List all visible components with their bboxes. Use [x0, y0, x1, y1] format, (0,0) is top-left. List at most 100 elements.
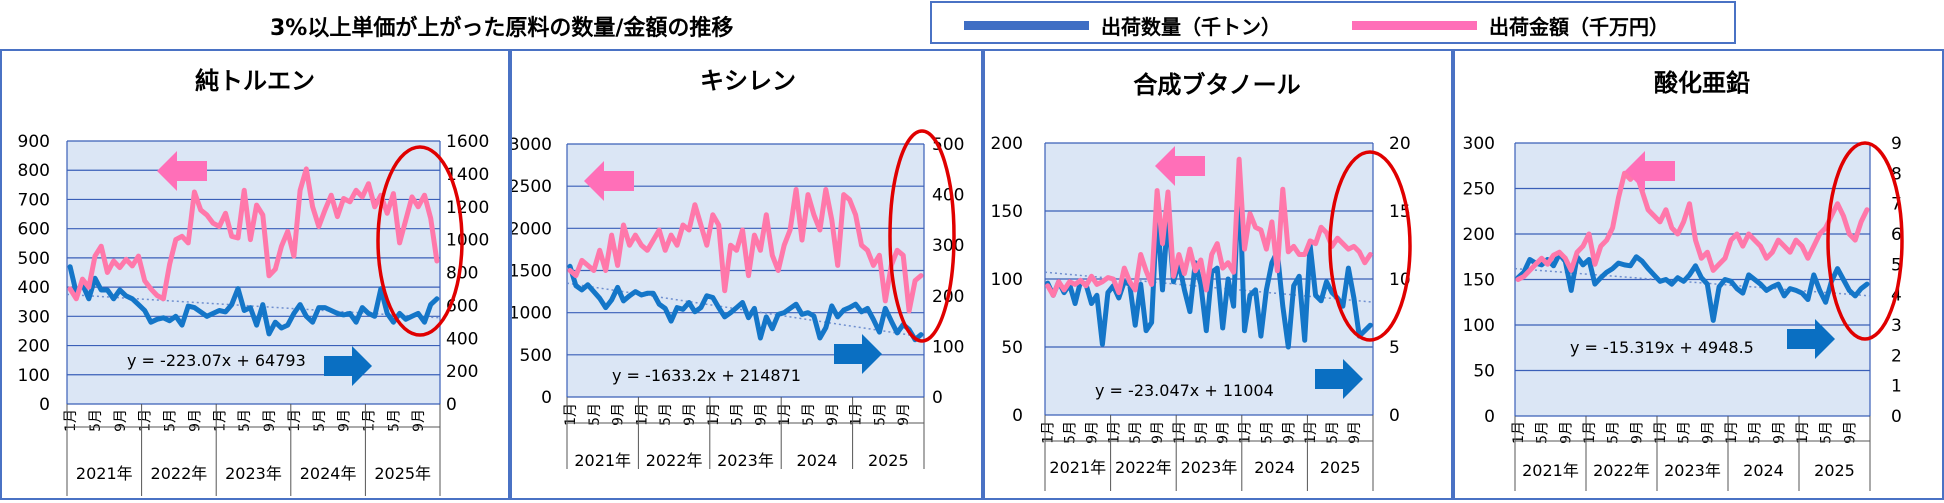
y-right-tick-label: 3 — [1891, 316, 1902, 336]
series-line-amount — [1045, 156, 1373, 298]
y-right-tick-label: 6 — [1891, 225, 1902, 245]
y-right-tick-label: 5 — [1389, 338, 1400, 358]
y-right-tick-label: 600 — [446, 296, 478, 316]
x-month-tick-label: 1月 — [1303, 421, 1319, 444]
trendline-equation: y = -223.07x + 64793 — [127, 351, 306, 370]
x-year-label: 2025 — [1814, 461, 1855, 480]
x-month-tick-label: 5月 — [1325, 421, 1341, 444]
y-left-tick-label: 900 — [18, 132, 50, 152]
y-left-tick-label: 200 — [1463, 225, 1495, 245]
x-month-tick-label: 1月 — [777, 403, 793, 426]
y-left-tick-label: 0 — [39, 395, 50, 415]
y-right-tick-label: 1 — [1891, 377, 1902, 397]
series-line-quantity — [1045, 170, 1373, 350]
x-month-tick-label: 5月 — [1677, 421, 1693, 444]
trendline-equation: y = -23.047x + 11004 — [1095, 381, 1274, 400]
y-right-tick-label: 300 — [932, 236, 964, 256]
highlight-ellipse — [1826, 141, 1904, 341]
trendline-equation: y = -15.319x + 4948.5 — [1570, 338, 1754, 357]
x-month-tick-label: 5月 — [312, 409, 328, 432]
legend-label-quantity: 出荷数量（千トン） — [1101, 15, 1281, 39]
chart-svg: 純トルエン90080070060050040030020010001600140… — [18, 67, 489, 496]
y-left-tick-label: 250 — [1463, 180, 1495, 200]
main-title: 3%以上単価が上がった原料の数量/金額の推移 — [270, 16, 734, 41]
y-right-tick-label: 0 — [1891, 407, 1902, 427]
x-year-label: 2024 — [797, 451, 838, 470]
x-month-tick-label: 1月 — [1724, 421, 1740, 444]
y-right-tick-label: 1400 — [446, 165, 489, 185]
y-left-tick-label: 150 — [1463, 271, 1495, 291]
x-month-tick-label: 9月 — [825, 403, 841, 426]
x-month-tick-label: 9月 — [337, 409, 353, 432]
chart-title: 酸化亜鉛 — [1654, 69, 1750, 97]
x-year-label: 2024年 — [300, 464, 357, 483]
x-month-tick-label: 1月 — [1582, 421, 1598, 444]
y-left-tick-label: 400 — [18, 278, 50, 298]
x-month-tick-label: 1月 — [1795, 421, 1811, 444]
x-year-label: 2022年 — [151, 464, 208, 483]
highlight-ellipse — [1328, 150, 1412, 342]
x-month-tick-label: 5月 — [1748, 421, 1764, 444]
y-right-tick-label: 0 — [1389, 406, 1400, 426]
series-line-amount — [1515, 170, 1870, 282]
y-left-tick-label: 100 — [991, 270, 1023, 290]
x-month-tick-label: 1月 — [63, 409, 79, 432]
x-month-tick-label: 1月 — [849, 403, 865, 426]
x-month-tick-label: 5月 — [872, 403, 888, 426]
x-month-tick-label: 1月 — [1653, 421, 1669, 444]
x-month-tick-label: 9月 — [187, 409, 203, 432]
chart-panel-xylene: キシレン 3000 2500 2000 1500 1000 500 0 500 400 300 200… — [510, 49, 983, 500]
x-month-tick-label: 9月 — [611, 403, 627, 426]
x-month-tick-label: 9月 — [1084, 421, 1100, 444]
x-month-tick-label: 5月 — [587, 403, 603, 426]
x-month-tick-label: 9月 — [1216, 421, 1232, 444]
trendline-equation: y = -1633.2x + 214871 — [612, 366, 801, 385]
chart-panel-zinc-oxide: 酸化亜鉛 300 250 200 150 100 50 0 9 8 7 6 5 4 3 2 1 0 y = -15.… — [1453, 49, 1944, 500]
y-left-tick-label: 300 — [1463, 134, 1495, 154]
highlight-ellipse — [376, 145, 464, 337]
series-line-quantity — [567, 263, 924, 343]
chart-panel-butanol: 合成ブタノール 200 150 100 50 0 20 15 10 5 0 y = -23.047x … — [983, 49, 1453, 500]
x-month-tick-label: 1月 — [287, 409, 303, 432]
x-month-tick-label: 5月 — [1535, 421, 1551, 444]
legend: 出荷数量（千トン） 出荷金額（千万円） — [930, 1, 1736, 44]
x-month-tick-label: 9月 — [896, 403, 912, 426]
x-month-tick-label: 9月 — [1842, 421, 1858, 444]
left-axis-arrow — [584, 161, 634, 201]
series-line-amount — [567, 187, 924, 314]
x-month-tick-label: 5月 — [1259, 421, 1275, 444]
x-year-label: 2021年 — [1049, 458, 1106, 477]
x-year-label: 2023年 — [1181, 458, 1238, 477]
y-left-tick-label: 700 — [18, 190, 50, 210]
x-month-tick-label: 1月 — [634, 403, 650, 426]
x-month-tick-label: 5月 — [88, 409, 104, 432]
plot-area — [67, 141, 440, 404]
x-month-tick-label: 1月 — [1238, 421, 1254, 444]
legend-label-amount: 出荷金額（千万円） — [1489, 15, 1669, 39]
left-axis-arrow — [157, 151, 207, 191]
x-month-tick-label: 5月 — [1063, 421, 1079, 444]
y-right-tick-label: 8 — [1891, 164, 1902, 184]
y-left-tick-label: 300 — [18, 307, 50, 327]
y-left-tick-label: 50 — [1473, 362, 1495, 382]
x-month-tick-label: 9月 — [1558, 421, 1574, 444]
x-year-label: 2024 — [1254, 458, 1295, 477]
y-right-tick-label: 800 — [446, 264, 478, 284]
y-left-tick-label: 0 — [1012, 406, 1023, 426]
trend-line — [66, 293, 441, 319]
legend-swatch-amount — [1352, 21, 1477, 30]
y-right-tick-label: 400 — [932, 186, 964, 206]
x-month-tick-label: 9月 — [1771, 421, 1787, 444]
y-right-tick-label: 2 — [1891, 346, 1902, 366]
x-year-label: 2023年 — [717, 451, 774, 470]
chart-svg: キシレン300025002000150010005000500400300200… — [512, 67, 964, 470]
series-line-amount — [67, 166, 440, 302]
y-left-tick-label: 150 — [991, 202, 1023, 222]
x-year-label: 2022年 — [1593, 461, 1650, 480]
y-right-tick-label: 0 — [932, 388, 943, 408]
x-month-tick-label: 5月 — [658, 403, 674, 426]
chart-panel-toluene: 純トルエン 900 800 700 600 500 400 300 200 100 0 1600 140… — [0, 49, 510, 500]
y-left-tick-label: 200 — [991, 134, 1023, 154]
y-left-tick-label: 2000 — [512, 219, 552, 239]
